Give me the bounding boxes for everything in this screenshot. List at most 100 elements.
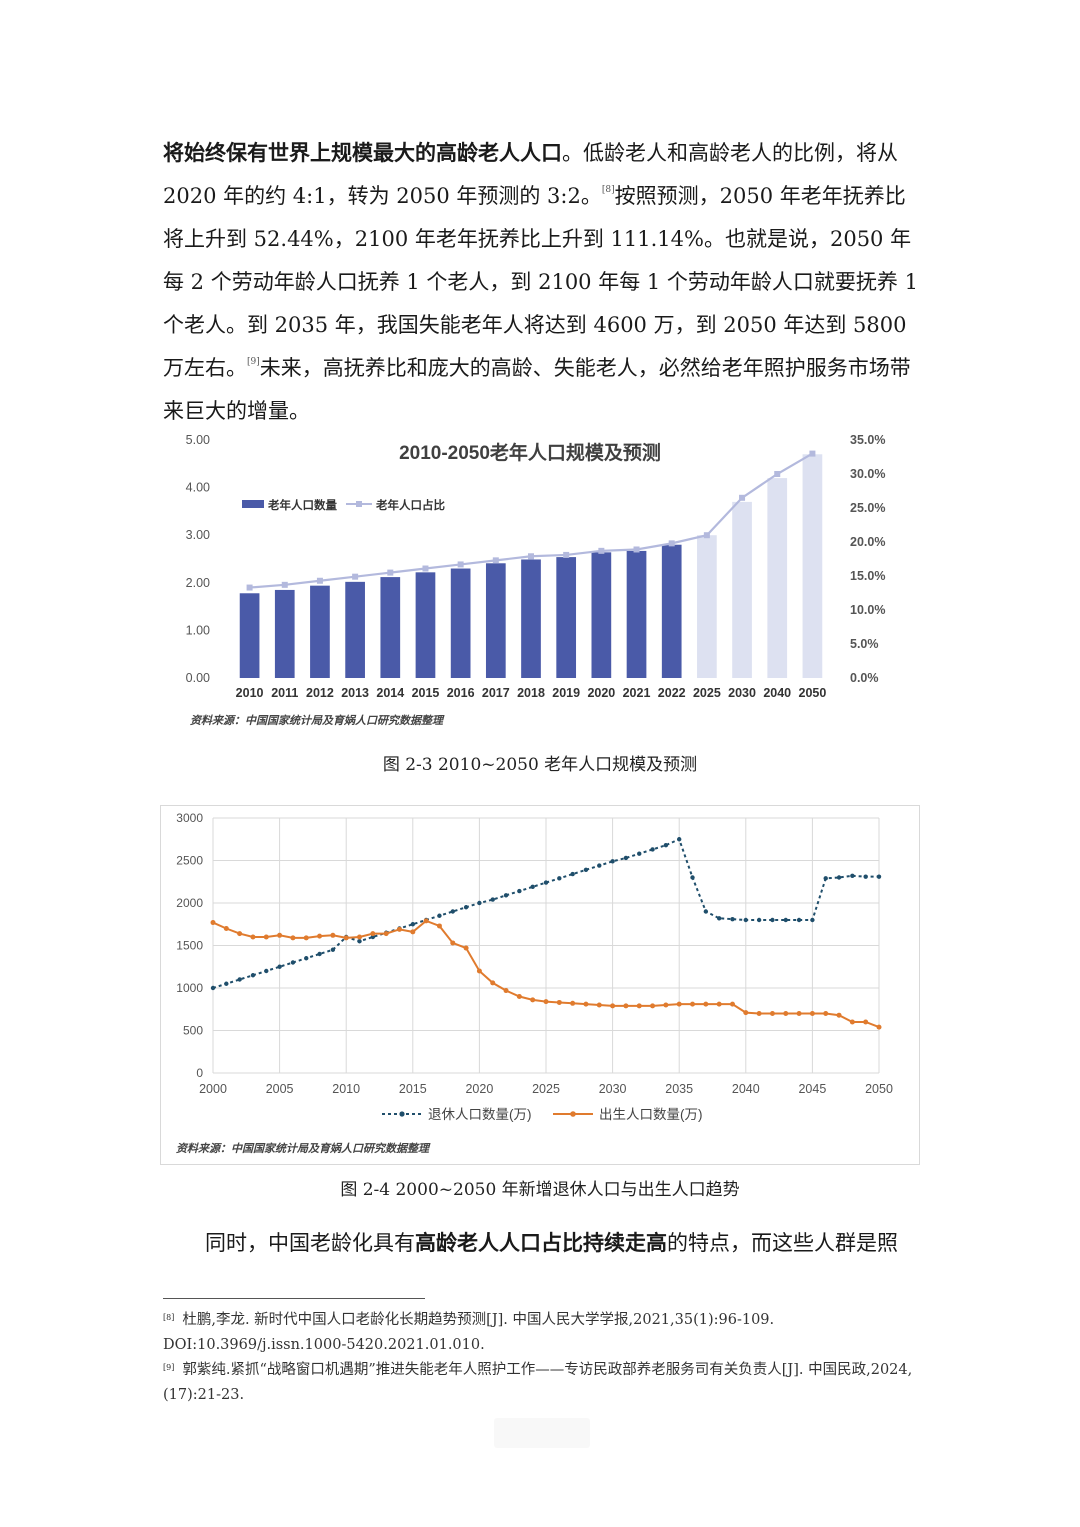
elderly-population-chart: 2010-2050老年人口规模及预测 老年人口数量 老年人口占比 资料来源：中国… — [160, 425, 920, 739]
y-tick-label-left: 2.00 — [186, 576, 210, 590]
ratio-marker — [316, 577, 323, 584]
footnote-8: [8] 杜鹏,李龙. 新时代中国人口老龄化长期趋势预测[J]. 中国人民大学学报,… — [163, 1308, 923, 1358]
x-tick-label: 2013 — [341, 686, 369, 700]
retire-series-point — [357, 939, 362, 944]
y-tick-label: 1500 — [176, 939, 203, 953]
birth-series-point — [503, 988, 509, 994]
retire-series-point — [823, 876, 828, 881]
x-tick-label: 2011 — [271, 686, 298, 700]
retire-series-point — [237, 977, 242, 982]
x-tick-label: 2019 — [552, 686, 580, 700]
x-tick-label: 2010 — [332, 1082, 360, 1096]
birth-series-point — [703, 1001, 709, 1007]
bar — [239, 593, 260, 678]
figure-caption-2-4: 图 2-4 2000~2050 年新增退休人口与出生人口趋势 — [340, 1180, 740, 1200]
birth-series-point — [396, 926, 402, 932]
retire-series-point — [304, 956, 309, 961]
retire-series-point — [716, 916, 722, 921]
y-tick-label: 1000 — [176, 981, 203, 995]
retire-series-point — [450, 909, 455, 914]
retire-series-point — [543, 880, 549, 885]
retire-series-point — [610, 859, 615, 864]
footnote-ref-9[interactable]: [9] — [247, 357, 260, 367]
ratio-marker — [457, 561, 464, 568]
birth-series-point — [450, 940, 456, 946]
retire-series-point — [663, 843, 669, 848]
retire-series-point — [370, 934, 376, 940]
retire-series-point — [210, 985, 216, 991]
chart-title: 2010-2050老年人口规模及预测 — [399, 441, 661, 464]
bar — [591, 552, 612, 678]
retire-series-point — [437, 913, 442, 918]
birth-series-point — [476, 968, 482, 974]
birth-series-point — [663, 1002, 669, 1008]
retire-series-point — [677, 837, 682, 842]
retire-series-point — [810, 917, 815, 923]
birth-series-point — [636, 1003, 642, 1009]
chart-border — [160, 805, 920, 1165]
retire-series-point — [836, 875, 842, 880]
x-tick-label: 2035 — [665, 1082, 693, 1096]
birth-series-point — [543, 999, 549, 1005]
birth-series-point — [690, 1001, 696, 1007]
retire-series-point — [637, 851, 642, 856]
ratio-marker — [598, 547, 605, 554]
x-tick-label: 2025 — [532, 1082, 560, 1096]
retire-series-point — [863, 874, 868, 879]
chart-legend: 老年人口数量 老年人口占比 — [242, 498, 445, 512]
ratio-marker — [774, 471, 781, 477]
retire-series-point — [876, 874, 882, 879]
bar — [767, 478, 788, 678]
birth-series-point — [370, 931, 376, 937]
x-tick-label: 2050 — [799, 686, 827, 700]
footnote-divider — [163, 1298, 425, 1299]
birth-series-point — [556, 999, 562, 1005]
retire-series-point — [317, 951, 322, 957]
body-paragraph-1: 将始终保有世界上规模最大的高龄老人人口。低龄老人和高龄老人的比例，将从 2020… — [163, 131, 921, 433]
birth-series-point — [516, 994, 522, 999]
retire-series-point — [756, 917, 762, 923]
legend-swatch-marker — [356, 501, 362, 507]
retire-series-point — [330, 947, 336, 952]
retire-series-point — [463, 905, 469, 910]
footnote-marker: [8] — [163, 1313, 175, 1322]
footnote-ref-8[interactable]: [8] — [601, 185, 615, 195]
x-tick-label: 2016 — [447, 686, 475, 700]
y-tick-label-left: 4.00 — [186, 481, 210, 495]
birth-series-point — [303, 935, 309, 941]
x-tick-label: 2030 — [728, 686, 756, 700]
x-tick-label: 2040 — [732, 1082, 760, 1096]
legend-marker-retire — [399, 1111, 405, 1117]
birth-series-point — [849, 1019, 855, 1025]
x-tick-label: 2010 — [236, 686, 264, 700]
y-tick-label-right: 20.0% — [850, 535, 885, 549]
ratio-marker — [739, 494, 746, 501]
y-tick-label-right: 30.0% — [850, 467, 885, 481]
retire-series-point — [583, 867, 589, 873]
bar — [485, 563, 506, 678]
retire-series-point — [783, 917, 788, 923]
retire-series-point — [503, 893, 509, 898]
elderly-population-chart-svg: 2010-2050老年人口规模及预测 老年人口数量 老年人口占比 资料来源：中国… — [186, 433, 886, 727]
birth-series-point — [769, 1011, 775, 1016]
retire-series-point — [703, 909, 709, 914]
y-tick-label-left: 0.00 — [186, 671, 210, 685]
birth-series-point — [250, 934, 256, 940]
birth-series-point — [743, 1010, 749, 1016]
retire-series-point — [224, 981, 229, 986]
bar — [310, 585, 330, 678]
retire-series-point — [690, 875, 695, 880]
birth-series-point — [410, 929, 416, 935]
bar — [802, 454, 823, 678]
body-paragraph-2: 同时，中国老龄化具有高龄老人人口占比持续走高的特点，而这些人群是照 — [163, 1221, 921, 1265]
birth-series-point — [290, 935, 296, 941]
footnote-text: 郭紫纯.紧抓“战略窗口机遇期”推进失能老年人照护工作——专访民政部养老服务司有关… — [163, 1362, 913, 1403]
paragraph-text: 同时，中国老龄化具有 — [205, 1231, 415, 1255]
birth-series-point — [650, 1003, 656, 1009]
y-tick-label-right: 35.0% — [850, 433, 885, 447]
x-tick-label: 2025 — [693, 686, 721, 700]
y-tick-label: 500 — [183, 1024, 203, 1038]
retire-series-point — [650, 847, 655, 852]
retire-series-point — [264, 968, 269, 974]
retire-series-line — [212, 837, 879, 989]
